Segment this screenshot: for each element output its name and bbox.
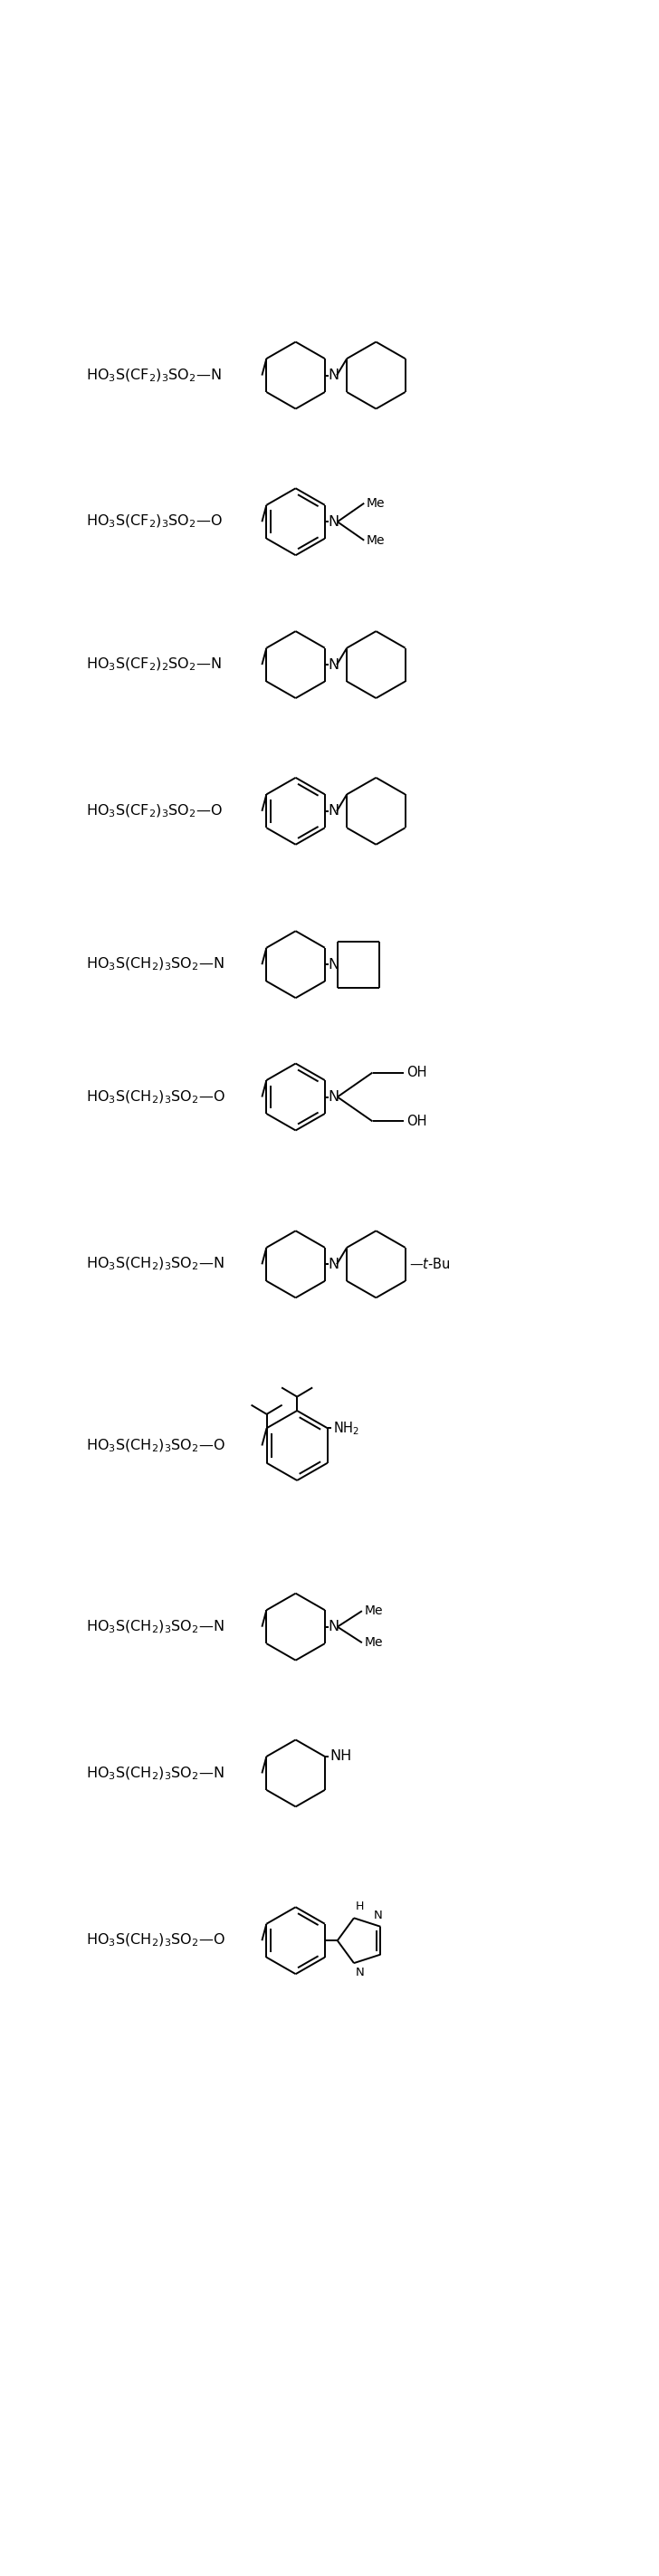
Text: NH$_2$: NH$_2$ (333, 1419, 359, 1437)
Text: N: N (355, 1965, 364, 1978)
Text: N: N (328, 657, 339, 672)
Text: Me: Me (364, 1636, 383, 1649)
Text: OH: OH (406, 1115, 426, 1128)
Text: N: N (328, 958, 339, 971)
Text: Me: Me (364, 1605, 383, 1618)
Text: HO$_3$S(CH$_2$)$_3$SO$_2$—O: HO$_3$S(CH$_2$)$_3$SO$_2$—O (86, 1437, 225, 1453)
Text: —$\mathit{t}$-Bu: —$\mathit{t}$-Bu (409, 1257, 451, 1273)
Text: N: N (328, 515, 339, 528)
Text: Me: Me (366, 497, 385, 510)
Text: HO$_3$S(CF$_2$)$_3$SO$_2$—N: HO$_3$S(CF$_2$)$_3$SO$_2$—N (86, 366, 221, 384)
Text: N: N (328, 804, 339, 819)
Text: HO$_3$S(CH$_2$)$_3$SO$_2$—N: HO$_3$S(CH$_2$)$_3$SO$_2$—N (86, 1257, 224, 1273)
Text: H: H (355, 1901, 364, 1911)
Text: OH: OH (406, 1066, 426, 1079)
Text: N: N (328, 1090, 339, 1103)
Text: HO$_3$S(CH$_2$)$_3$SO$_2$—N: HO$_3$S(CH$_2$)$_3$SO$_2$—N (86, 956, 224, 974)
Text: N: N (328, 1620, 339, 1633)
Text: HO$_3$S(CH$_2$)$_3$SO$_2$—O: HO$_3$S(CH$_2$)$_3$SO$_2$—O (86, 1932, 225, 1950)
Text: Me: Me (366, 533, 385, 546)
Text: HO$_3$S(CH$_2$)$_3$SO$_2$—N: HO$_3$S(CH$_2$)$_3$SO$_2$—N (86, 1618, 224, 1636)
Text: HO$_3$S(CH$_2$)$_3$SO$_2$—N: HO$_3$S(CH$_2$)$_3$SO$_2$—N (86, 1765, 224, 1783)
Text: NH: NH (330, 1749, 352, 1765)
Text: HO$_3$S(CF$_2$)$_3$SO$_2$—O: HO$_3$S(CF$_2$)$_3$SO$_2$—O (86, 804, 223, 819)
Text: HO$_3$S(CF$_2$)$_2$SO$_2$—N: HO$_3$S(CF$_2$)$_2$SO$_2$—N (86, 657, 221, 672)
Text: N: N (328, 1257, 339, 1270)
Text: N: N (328, 368, 339, 381)
Text: HO$_3$S(CF$_2$)$_3$SO$_2$—O: HO$_3$S(CF$_2$)$_3$SO$_2$—O (86, 513, 223, 531)
Text: N: N (374, 1909, 382, 1922)
Text: HO$_3$S(CH$_2$)$_3$SO$_2$—O: HO$_3$S(CH$_2$)$_3$SO$_2$—O (86, 1090, 225, 1105)
